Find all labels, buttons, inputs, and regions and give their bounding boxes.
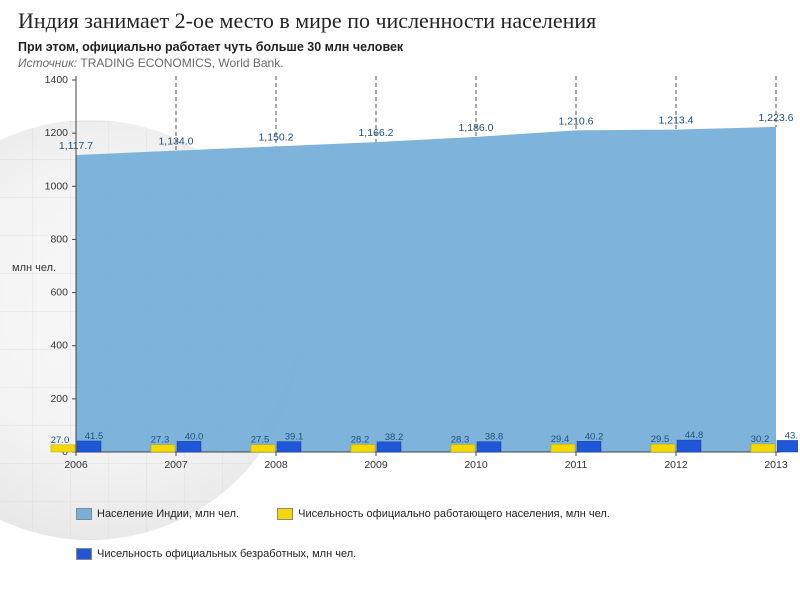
bar-unemployed-label: 44.8	[685, 430, 704, 441]
area-population-label: 1,150.2	[258, 131, 293, 143]
area-population-label: 1,166.2	[358, 127, 393, 139]
area-population-label: 1,186.0	[458, 122, 493, 134]
area-population-label: 1,134.0	[158, 136, 193, 148]
bar-employed-label: 28.3	[451, 434, 470, 445]
legend-label: Чисельность официально работающего насел…	[298, 508, 610, 520]
y-tick-label: 600	[50, 287, 68, 299]
legend-item: Население Индии, млн чел.	[76, 508, 239, 520]
bar-employed	[351, 444, 375, 451]
bar-employed	[651, 444, 675, 452]
y-axis-label: млн чел.	[12, 262, 56, 274]
bar-employed	[551, 444, 575, 452]
bar-unemployed	[577, 441, 601, 452]
x-tick-label: 2007	[164, 459, 188, 471]
population-chart: 020040060080010001200140027.041.527.340.…	[18, 74, 798, 484]
bar-unemployed	[77, 441, 101, 452]
x-tick-label: 2013	[764, 459, 788, 471]
legend-item: Чисельность официально работающего насел…	[277, 508, 610, 520]
y-tick-label: 400	[50, 340, 68, 352]
bar-employed-label: 29.5	[651, 434, 670, 445]
bar-unemployed	[777, 440, 798, 452]
y-tick-label: 1200	[45, 127, 69, 139]
source-prefix: Источник:	[18, 56, 77, 70]
area-population	[76, 127, 776, 452]
bar-employed-label: 27.0	[51, 435, 70, 446]
legend-label: Чисельность официальных безработных, млн…	[97, 548, 356, 560]
bar-unemployed-label: 43.5	[785, 430, 798, 441]
area-population-label: 1,223.6	[758, 112, 793, 124]
bar-employed-label: 29.4	[551, 434, 570, 445]
legend-swatch	[76, 548, 92, 560]
bar-employed-label: 30.2	[751, 434, 770, 445]
legend-label: Население Индии, млн чел.	[97, 508, 239, 520]
y-tick-label: 1400	[45, 74, 69, 86]
bar-unemployed-label: 40.0	[185, 431, 204, 442]
page-title: Индия занимает 2-ое место в мире по числ…	[18, 8, 782, 34]
bar-unemployed-label: 39.1	[285, 432, 304, 443]
bar-employed-label: 27.3	[151, 435, 170, 446]
y-tick-label: 200	[50, 393, 68, 405]
bar-employed-label: 27.5	[251, 435, 270, 446]
bar-employed	[251, 445, 275, 452]
chart-legend: Население Индии, млн чел. Чисельность офи…	[18, 504, 782, 560]
bar-employed	[151, 445, 175, 452]
bar-employed	[451, 444, 475, 452]
source-line: Источник: TRADING ECONOMICS, World Bank.	[18, 56, 782, 70]
bar-unemployed	[177, 441, 201, 452]
bar-employed-label: 28.2	[351, 434, 370, 445]
source-text: TRADING ECONOMICS, World Bank.	[80, 56, 283, 70]
bar-unemployed-label: 38.8	[485, 432, 504, 443]
bar-unemployed	[477, 442, 501, 452]
x-tick-label: 2006	[64, 459, 88, 471]
x-tick-label: 2011	[565, 459, 588, 471]
area-population-label: 1,117.7	[59, 140, 93, 152]
bar-unemployed-label: 38.2	[385, 432, 404, 443]
y-tick-label: 1000	[45, 180, 69, 192]
bar-unemployed-label: 41.5	[85, 431, 104, 442]
x-tick-label: 2012	[664, 459, 688, 471]
bar-unemployed-label: 40.2	[585, 431, 604, 442]
chart-container: млн чел. 020040060080010001200140027.041…	[18, 74, 782, 504]
legend-swatch	[76, 508, 92, 520]
bar-employed	[51, 445, 75, 452]
area-population-label: 1,210.6	[558, 115, 593, 127]
bar-unemployed	[377, 442, 401, 452]
y-tick-label: 800	[50, 233, 68, 245]
page-subtitle: При этом, официально работает чуть больш…	[18, 40, 782, 54]
bar-unemployed	[277, 442, 301, 452]
area-population-label: 1,213.4	[658, 115, 693, 127]
x-tick-label: 2008	[264, 459, 288, 471]
bar-unemployed	[677, 440, 701, 452]
legend-swatch	[277, 508, 293, 520]
bar-employed	[751, 444, 775, 452]
legend-item: Чисельность официальных безработных, млн…	[76, 548, 356, 560]
x-tick-label: 2009	[364, 459, 388, 471]
x-tick-label: 2010	[464, 459, 488, 471]
